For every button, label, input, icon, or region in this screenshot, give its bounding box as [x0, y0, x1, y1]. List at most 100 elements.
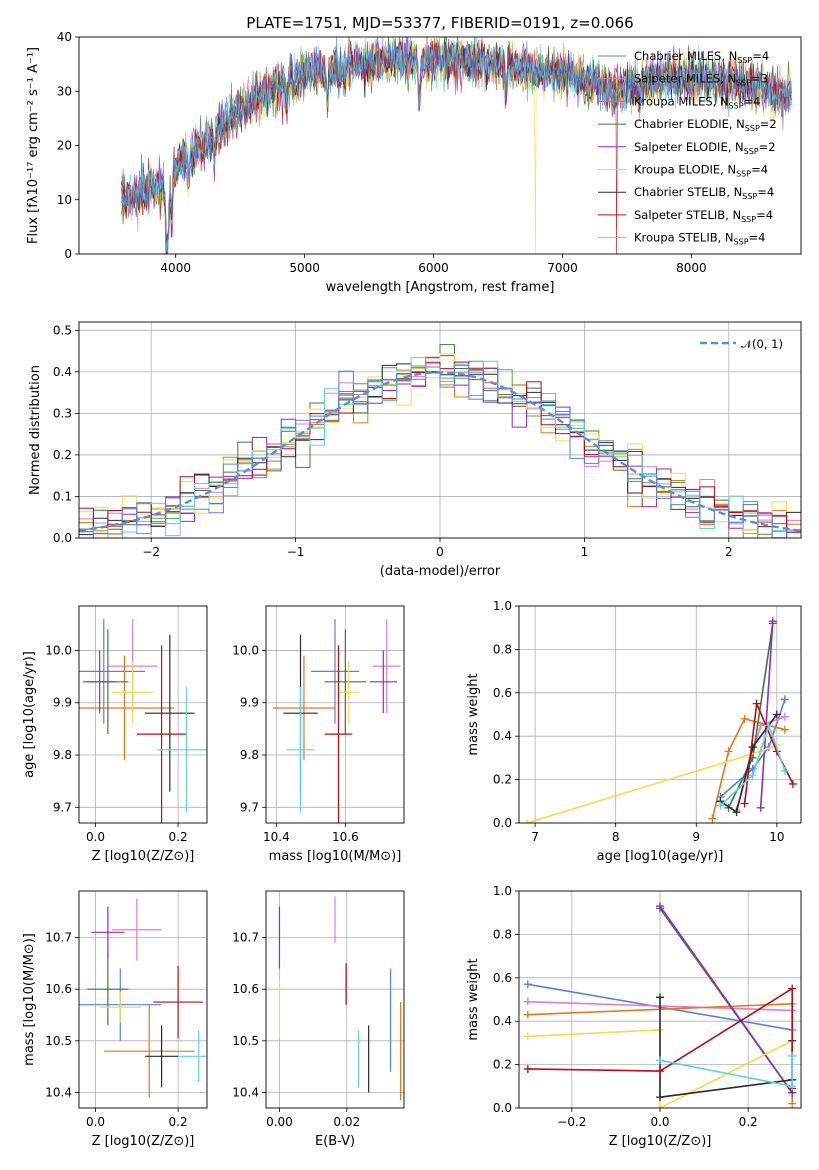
x-tick-label: 7 — [531, 830, 539, 844]
y-tick-label: 9.9 — [240, 696, 259, 710]
plot-area-residuals — [79, 322, 801, 538]
spectrum-series-line — [121, 37, 792, 254]
panel-age_vs_mass: 10.4 10.6 9.7 9.8 9.9 10.0 mass [log10(M/M⊙)] — [232, 605, 405, 864]
x-tick-label: 0.0 — [650, 1115, 669, 1129]
errorbar-point — [99, 991, 141, 1023]
x-tick-label: 10.4 — [263, 830, 290, 844]
axes-frame — [518, 890, 802, 1109]
legend-label: Kroupa ELODIE, NSSP=4 — [634, 163, 768, 179]
axes-frame — [265, 890, 405, 1109]
plus-marker — [740, 799, 749, 808]
x-axis-label: (data-model)/error — [380, 564, 501, 579]
y-tick-label: 30 — [57, 84, 72, 98]
panel-residuals: −2 −1 0 1 2 0.0 0.1 0.2 0.3 0.4 0.5 (data-model)/er… — [28, 321, 802, 579]
y-tick-label: 9.7 — [53, 800, 72, 814]
y-tick-label: 1.0 — [493, 599, 512, 613]
weight-series-line — [759, 621, 774, 808]
x-tick-label: 8000 — [676, 261, 707, 275]
errorbar-point — [338, 660, 360, 724]
y-axis-label: Flux [fλ10⁻¹⁷ erg cm⁻² s⁻¹ A⁻¹] — [26, 47, 41, 244]
x-tick-label: −0.2 — [557, 1115, 586, 1129]
y-tick-label: 0.8 — [493, 642, 512, 656]
plus-marker — [656, 1056, 664, 1065]
y-tick-label: 0 — [64, 247, 72, 261]
plus-marker — [788, 779, 797, 788]
y-tick-label: 10.5 — [45, 1034, 72, 1048]
histogram-series — [79, 364, 801, 538]
x-axis-label: Z [log10(Z/Z⊙)] — [92, 1134, 195, 1149]
y-axis-label: Normed distribution — [28, 365, 43, 495]
errorbar-point — [157, 687, 207, 813]
x-tick-label: 9 — [692, 830, 700, 844]
plus-marker — [756, 803, 765, 812]
y-tick-label: 0.5 — [53, 323, 72, 337]
legend: Chabrier MILES, NSSP=4 Salpeter MILES, NS… — [598, 49, 777, 247]
plus-marker — [780, 712, 789, 721]
plus-marker — [788, 1099, 797, 1108]
errorbar-point — [369, 650, 398, 714]
x-tick-label: 4000 — [160, 261, 191, 275]
plus-marker — [740, 714, 749, 723]
y-tick-label: 0.6 — [493, 971, 512, 985]
axes-frame — [78, 36, 802, 255]
plus-marker — [523, 819, 532, 823]
plus-marker — [523, 1064, 532, 1073]
plus-marker — [656, 1067, 664, 1076]
legend-label: Salpeter ELODIE, NSSP=2 — [634, 140, 776, 156]
plus-marker — [748, 743, 757, 752]
errorbar-point — [153, 965, 203, 1039]
y-tick-label: 0.3 — [53, 406, 72, 420]
y-tick-label: 1.0 — [493, 884, 512, 898]
axes-frame — [265, 605, 405, 824]
panel-spectrum: 4000 5000 6000 7000 8000 0 10 20 30 40 wavelength … — [26, 14, 802, 295]
y-tick-label: 9.8 — [240, 748, 259, 762]
plus-marker — [780, 766, 789, 775]
plus-marker — [780, 725, 789, 734]
plus-marker — [523, 1032, 532, 1041]
plot-area-mass_vs_ebv — [266, 891, 404, 1108]
y-tick-label: 9.9 — [53, 696, 72, 710]
errorbar-point — [145, 634, 195, 792]
x-tick-label: 0.2 — [169, 1115, 188, 1129]
plus-marker — [656, 993, 664, 1002]
weight-series-line — [719, 699, 786, 798]
y-tick-label: 0.0 — [493, 816, 512, 830]
y-tick-label: 10.0 — [232, 643, 259, 657]
y-tick-label: 0.0 — [493, 1101, 512, 1115]
plot-area-weight_vs_Z — [519, 891, 801, 1108]
plus-marker — [788, 1051, 797, 1060]
errorbar-point — [310, 619, 360, 724]
y-tick-label: 10 — [57, 193, 72, 207]
plot-area-age_vs_mass — [266, 606, 404, 823]
x-tick-label: 0.00 — [266, 1115, 293, 1129]
y-tick-label: 20 — [57, 139, 72, 153]
errorbar-point — [103, 1004, 195, 1098]
panel-weight_vs_age: 7 8 9 10 0.0 0.2 0.4 0.6 0.8 1.0 age [log10(age/yr… — [466, 599, 802, 864]
x-tick-label: 0.02 — [333, 1115, 360, 1129]
y-tick-label: 0.4 — [493, 1014, 512, 1028]
errorbar-point — [324, 629, 367, 735]
panel-mass_vs_ebv: 0.00 0.02 10.4 10.5 10.6 10.7 E(B-V) — [232, 890, 405, 1149]
y-axis-label: mass weight — [466, 673, 481, 755]
y-tick-label: 10.7 — [232, 931, 259, 945]
x-tick-label: 2 — [725, 545, 733, 559]
x-tick-label: 7000 — [547, 261, 578, 275]
axes-frame — [78, 890, 208, 1109]
y-tick-label: 0.2 — [493, 773, 512, 787]
y-tick-label: 10.6 — [232, 982, 259, 996]
errorbar-point — [83, 650, 117, 714]
histogram-series — [79, 353, 801, 538]
x-tick-label: 0 — [436, 545, 444, 559]
legend-label: Kroupa STELIB, NSSP=4 — [634, 231, 765, 247]
y-tick-label: 0.0 — [53, 531, 72, 545]
legend-label: Salpeter STELIB, NSSP=4 — [634, 208, 773, 224]
legend-label: Salpeter MILES, NSSP=3 — [634, 72, 768, 88]
plus-marker — [708, 814, 717, 823]
x-tick-label: −2 — [142, 545, 160, 559]
weight-series-line — [719, 722, 786, 807]
plus-marker — [656, 1093, 664, 1102]
plus-marker — [752, 699, 761, 708]
errorbar-point — [112, 660, 154, 724]
x-tick-label: 0.2 — [169, 830, 188, 844]
